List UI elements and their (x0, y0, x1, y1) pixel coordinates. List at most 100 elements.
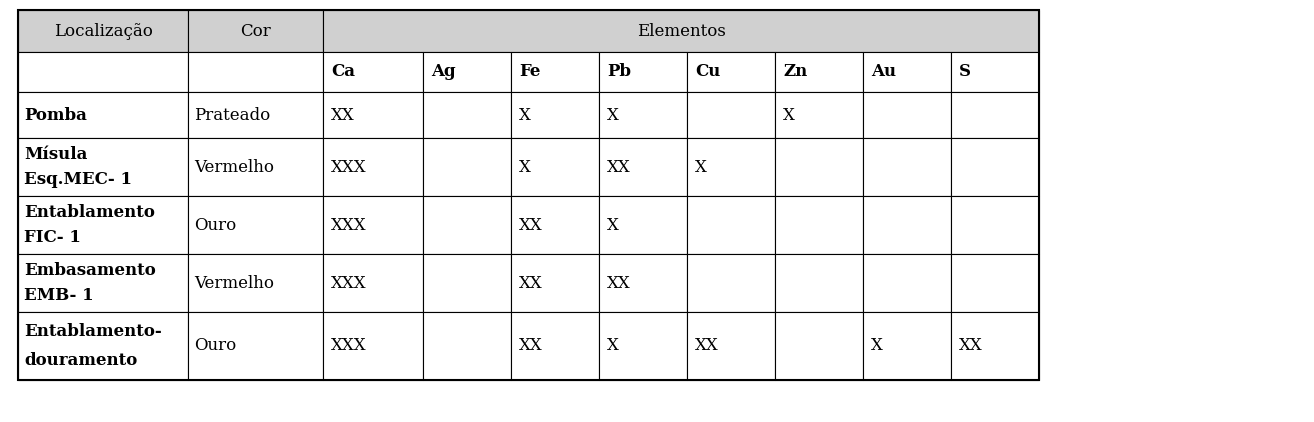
Bar (18, 52, 188, 92)
Text: XXX: XXX (331, 338, 367, 354)
Text: Mísula: Mísula (24, 146, 87, 163)
Bar (511, 196, 599, 254)
Bar (423, 312, 511, 380)
Bar (599, 138, 687, 196)
Bar (775, 254, 863, 312)
Bar (511, 254, 599, 312)
Text: Localização: Localização (54, 22, 152, 40)
Bar (423, 196, 511, 254)
Bar (323, 254, 423, 312)
Bar (687, 254, 775, 312)
Bar (188, 254, 323, 312)
Text: S: S (959, 63, 971, 81)
Bar (599, 52, 687, 92)
Bar (599, 312, 687, 380)
Bar (863, 92, 951, 138)
Text: Esq.MEC- 1: Esq.MEC- 1 (24, 170, 131, 188)
Bar (423, 254, 511, 312)
Text: X: X (519, 159, 531, 176)
Text: XX: XX (519, 216, 543, 233)
Bar (188, 312, 323, 380)
Text: Vermelho: Vermelho (194, 274, 275, 292)
Bar (323, 312, 423, 380)
Bar (599, 92, 687, 138)
Text: Cor: Cor (240, 22, 271, 40)
Text: Zn: Zn (783, 63, 807, 81)
Bar (951, 196, 1039, 254)
Bar (687, 52, 775, 92)
Bar (687, 92, 775, 138)
Text: XX: XX (519, 338, 543, 354)
Bar (951, 52, 1039, 92)
Bar (687, 138, 775, 196)
Bar (323, 196, 423, 254)
Bar (511, 52, 599, 92)
Bar (188, 52, 323, 92)
Bar (323, 92, 423, 138)
Text: X: X (607, 106, 619, 124)
Bar (775, 312, 863, 380)
Text: Ca: Ca (331, 63, 355, 81)
Text: Pomba: Pomba (24, 106, 87, 124)
Text: Cu: Cu (695, 63, 720, 81)
Bar (423, 138, 511, 196)
Bar (951, 312, 1039, 380)
Text: Fe: Fe (519, 63, 540, 81)
Text: FIC- 1: FIC- 1 (24, 229, 81, 246)
Text: Pb: Pb (607, 63, 631, 81)
Bar (863, 312, 951, 380)
Bar (775, 92, 863, 138)
Bar (323, 52, 423, 92)
Bar (18, 10, 188, 52)
Text: XXX: XXX (331, 274, 367, 292)
Bar (188, 196, 323, 254)
Bar (423, 52, 511, 92)
Text: XX: XX (331, 106, 355, 124)
Bar (423, 92, 511, 138)
Bar (511, 138, 599, 196)
Text: Vermelho: Vermelho (194, 159, 275, 176)
Text: X: X (871, 338, 883, 354)
Text: X: X (607, 338, 619, 354)
Text: X: X (519, 106, 531, 124)
Text: Ag: Ag (431, 63, 456, 81)
Bar (863, 52, 951, 92)
Text: Ouro: Ouro (194, 216, 237, 233)
Text: EMB- 1: EMB- 1 (24, 287, 93, 304)
Text: XXX: XXX (331, 216, 367, 233)
Text: Entablamento-: Entablamento- (24, 323, 162, 340)
Bar (775, 52, 863, 92)
Text: X: X (695, 159, 707, 176)
Bar (951, 254, 1039, 312)
Text: douramento: douramento (24, 352, 137, 369)
Bar (687, 312, 775, 380)
Bar (323, 10, 1039, 52)
Bar (18, 10, 1039, 380)
Bar (511, 92, 599, 138)
Bar (863, 138, 951, 196)
Text: XX: XX (607, 159, 631, 176)
Bar (188, 92, 323, 138)
Text: Elementos: Elementos (636, 22, 725, 40)
Text: Au: Au (871, 63, 896, 81)
Bar (863, 254, 951, 312)
Text: Ouro: Ouro (194, 338, 237, 354)
Bar (951, 92, 1039, 138)
Text: XX: XX (959, 338, 983, 354)
Bar (188, 10, 323, 52)
Bar (775, 196, 863, 254)
Bar (863, 196, 951, 254)
Bar (18, 312, 188, 380)
Bar (687, 196, 775, 254)
Text: X: X (607, 216, 619, 233)
Bar (323, 138, 423, 196)
Bar (18, 92, 188, 138)
Text: X: X (783, 106, 795, 124)
Text: XXX: XXX (331, 159, 367, 176)
Text: XX: XX (607, 274, 631, 292)
Bar (775, 138, 863, 196)
Text: XX: XX (519, 274, 543, 292)
Text: Embasamento: Embasamento (24, 262, 156, 279)
Bar (18, 138, 188, 196)
Bar (188, 138, 323, 196)
